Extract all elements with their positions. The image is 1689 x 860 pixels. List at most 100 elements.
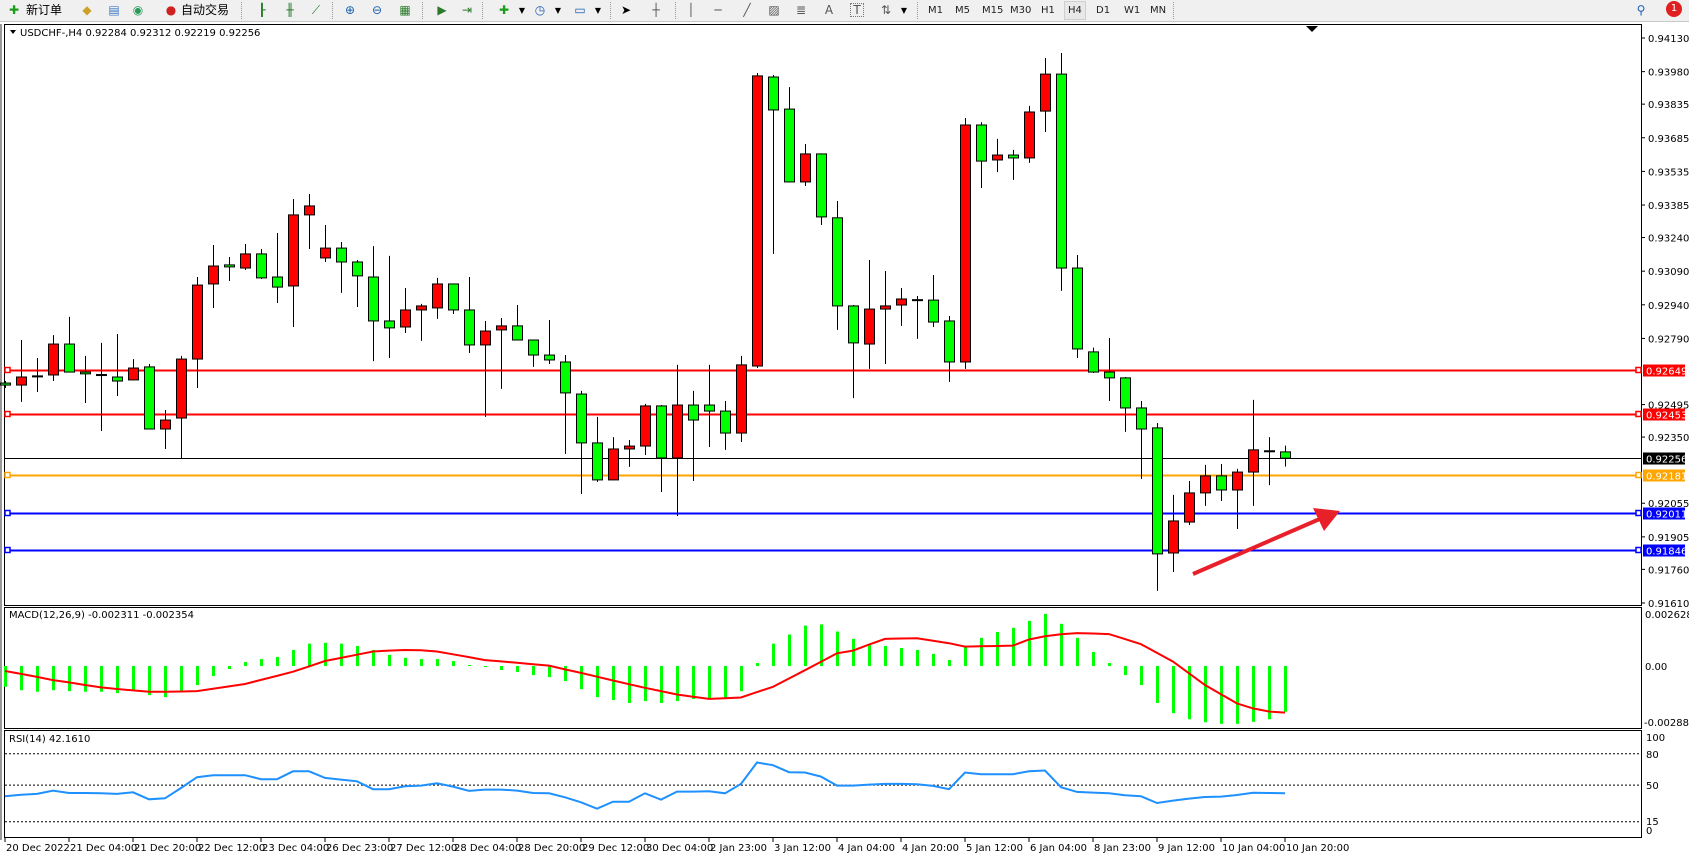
crosshair-icon[interactable]: ┼ [652, 3, 660, 17]
time-label: 3 Jan 12:00 [774, 843, 831, 854]
macd-histogram-bar [1204, 666, 1207, 723]
toolbar-separator [917, 2, 918, 19]
timeframe-d1[interactable]: D1 [1096, 5, 1111, 16]
notification-icon[interactable]: 1 [1666, 1, 1682, 17]
chevron-down-icon[interactable]: ▼ [518, 6, 526, 15]
macd-histogram-bar [308, 643, 311, 666]
macd-histogram-bar [324, 642, 327, 666]
bar-chart-icon[interactable]: ┠ [258, 3, 266, 17]
timeframe-h1[interactable]: H1 [1041, 5, 1055, 16]
timeframe-m5[interactable]: M5 [955, 5, 970, 16]
periods-icon[interactable]: ◷ [534, 3, 546, 17]
candle-body [784, 108, 795, 183]
timeframe-h4[interactable]: H4 [1064, 1, 1086, 20]
price-label: 0.92350 [1648, 433, 1689, 444]
candle-body [704, 404, 715, 412]
candle-body [0, 382, 11, 386]
chevron-down-icon[interactable]: ▼ [554, 6, 562, 15]
macd-histogram-bar [36, 666, 39, 692]
templates-icon[interactable]: ▭ [574, 3, 586, 17]
price-label-box [1643, 408, 1685, 421]
macd-histogram-bar [820, 624, 823, 666]
timeframe-m1[interactable]: M1 [928, 5, 943, 16]
candle-body [144, 366, 155, 430]
line-handle-icon [4, 410, 11, 418]
autoscroll-icon[interactable]: ▶ [437, 3, 447, 17]
data-window-icon[interactable]: ▤ [108, 3, 120, 17]
line-chart-icon[interactable]: ⟋ [311, 3, 321, 17]
candle-body [1120, 377, 1131, 409]
tile-windows-icon[interactable]: ▦ [399, 3, 411, 17]
candle-body [848, 305, 859, 344]
timeframe-w1[interactable]: W1 [1124, 5, 1141, 16]
auto-trading-button[interactable]: 自动交易 [181, 3, 230, 17]
candle-body [1216, 475, 1227, 491]
search-icon[interactable]: ⚲ [1636, 3, 1646, 17]
timeframe-m30[interactable]: M30 [1010, 5, 1032, 16]
trend-arrow-icon[interactable] [1192, 508, 1340, 576]
macd-histogram-bar [1252, 666, 1255, 722]
new-order-button[interactable]: 新订单 [26, 3, 63, 17]
line-handle-icon [1635, 546, 1642, 554]
chart-window[interactable]: 0.94130 0.93980 0.93835 0.93685 0.93535 0.933… [0, 22, 1689, 860]
macd-histogram-bar [1028, 620, 1031, 666]
timeframe-m15[interactable]: M15 [982, 5, 1004, 16]
horizontal-line-icon[interactable]: ─ [714, 3, 722, 17]
toolbar-separator [332, 2, 333, 19]
candle-body [944, 320, 955, 363]
signals-icon[interactable]: ◉ [132, 3, 144, 17]
trendline-icon[interactable]: ╱ [743, 3, 751, 17]
macd-histogram-bar [900, 647, 903, 666]
chart-shift-icon[interactable]: ⇥ [461, 3, 473, 17]
line-handle-icon [4, 366, 11, 374]
timeframe-mn[interactable]: MN [1150, 5, 1167, 16]
time-label: 26 Dec 23:00 [326, 843, 393, 854]
price-label: 0.93835 [1648, 100, 1689, 111]
line-handle-icon [4, 546, 11, 554]
text-label-icon[interactable]: T [850, 3, 864, 17]
macd-label: MACD(12,26,9) -0.002311 -0.002354 [9, 610, 194, 621]
chart-shift-marker-icon[interactable] [1306, 26, 1318, 32]
candle-body [880, 305, 891, 310]
price-label-level: 0.92011 [1646, 510, 1687, 521]
fibonacci-icon[interactable]: ≣ [795, 3, 807, 17]
cursor-icon[interactable]: ➤ [620, 3, 632, 17]
line-handle-icon [1635, 471, 1642, 479]
arrows-icon[interactable]: ⇅ [880, 3, 892, 17]
zoom-in-icon[interactable]: ⊕ [344, 3, 356, 17]
price-label: 0.93240 [1648, 234, 1689, 245]
indicators-icon[interactable]: ✚ [498, 3, 510, 17]
text-icon[interactable]: A [824, 3, 834, 17]
candle-body [432, 283, 443, 309]
zoom-out-icon[interactable]: ⊖ [371, 3, 383, 17]
candlestick-icon[interactable]: ╫ [286, 3, 294, 17]
macd-histogram-bar [180, 666, 183, 692]
time-label: 27 Dec 12:00 [390, 843, 457, 854]
chevron-down-icon[interactable]: ▼ [900, 6, 908, 15]
chart-background [0, 22, 1689, 860]
macd-histogram-bar [404, 657, 407, 666]
macd-histogram-bar [740, 666, 743, 692]
macd-histogram-bar [516, 666, 519, 672]
time-label: 8 Jan 23:00 [1094, 843, 1151, 854]
auto-trading-icon[interactable]: ● [165, 3, 177, 17]
market-watch-icon[interactable]: ◆ [82, 3, 92, 17]
candle-body [1104, 371, 1115, 379]
price-label: 0.93090 [1648, 267, 1689, 278]
candle-body [1136, 407, 1147, 430]
chart-menu-triangle-icon[interactable] [10, 30, 16, 34]
price-label-level: 0.92256 [1646, 455, 1687, 466]
rsi-axis-80: 80 [1646, 750, 1659, 761]
chevron-down-icon[interactable]: ▼ [594, 6, 602, 15]
equidistant-channel-icon[interactable]: ▨ [768, 3, 780, 17]
time-label: 2 Jan 23:00 [710, 843, 767, 854]
macd-histogram-bar [468, 665, 471, 667]
time-label: 10 Jan 20:00 [1286, 843, 1349, 854]
price-label: 0.92495 [1648, 401, 1689, 412]
new-order-icon[interactable]: ✚ [8, 3, 20, 17]
candle-body [32, 375, 43, 378]
macd-histogram-bar [372, 649, 375, 666]
macd-histogram-bar [388, 654, 391, 666]
vertical-line-icon[interactable]: │ [687, 3, 695, 17]
